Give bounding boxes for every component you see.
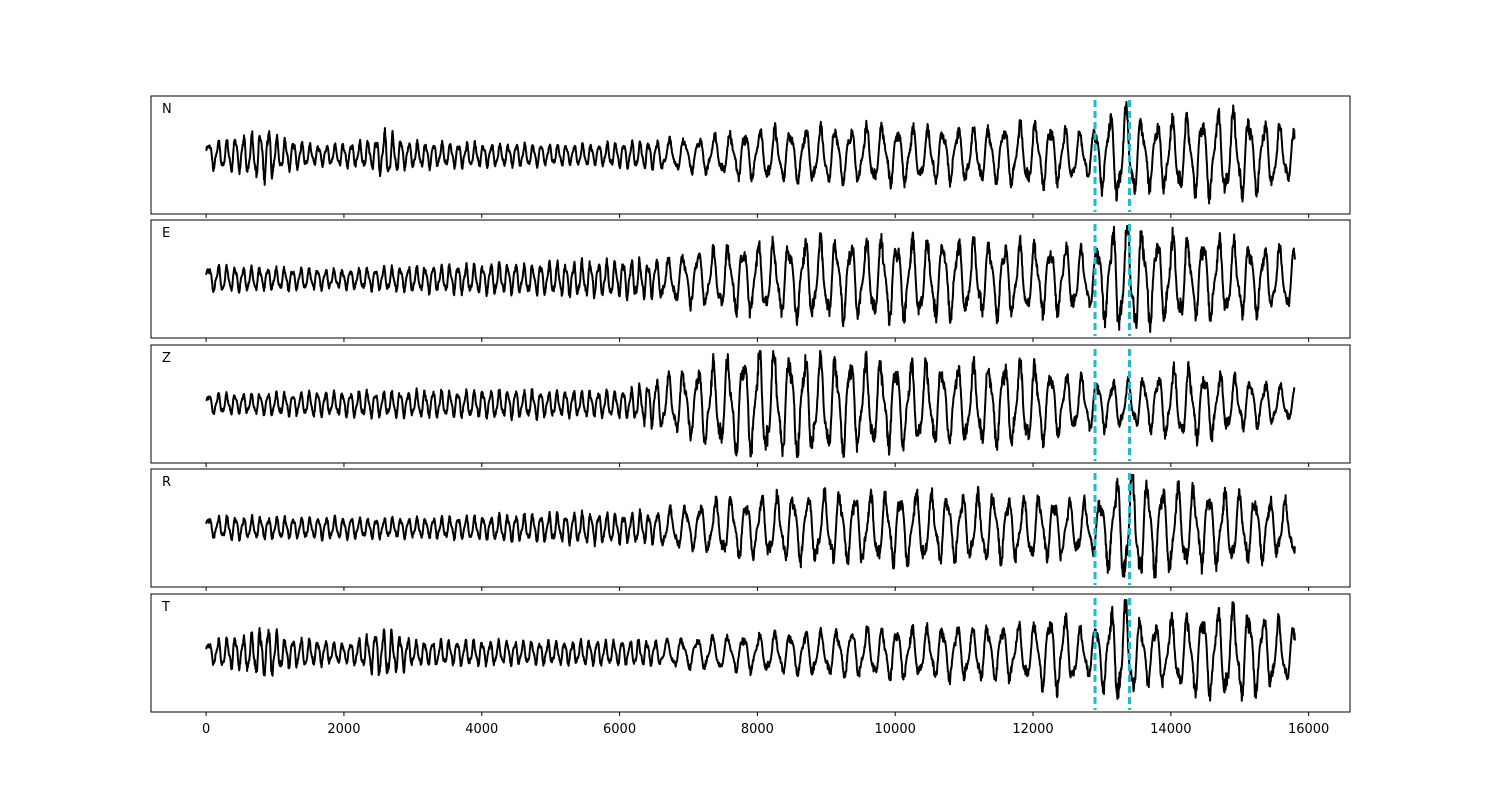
x-tick-label: 6000 <box>603 722 636 737</box>
x-axis: 0 2000 4000 6000 8000 10000 12000 14000 16000 <box>202 722 1329 737</box>
x-tick-label: 10000 <box>875 722 916 737</box>
trace-z <box>205 350 1296 458</box>
panel-label: E <box>162 226 170 241</box>
trace-n <box>205 101 1296 205</box>
x-tick-label: 16000 <box>1288 722 1329 737</box>
x-tick-label: 8000 <box>741 722 774 737</box>
panel-frame <box>150 219 1351 339</box>
panel-r: R <box>150 468 1351 591</box>
x-tick-label: 0 <box>202 722 210 737</box>
panels: N E Z R T <box>150 95 1351 716</box>
panel-frame <box>150 344 1351 464</box>
x-tick-label: 14000 <box>1150 722 1191 737</box>
panel-z: Z <box>150 344 1351 467</box>
panel-t: T <box>150 593 1351 716</box>
panel-e: E <box>150 219 1351 342</box>
panel-label: T <box>161 600 170 615</box>
panel-label: N <box>162 102 172 117</box>
x-tick-label: 4000 <box>465 722 498 737</box>
trace-r <box>205 474 1296 579</box>
panel-n: N <box>150 95 1351 218</box>
trace-t <box>205 599 1296 702</box>
panel-frame <box>150 593 1351 713</box>
trace-e <box>205 225 1296 333</box>
panel-frame <box>150 468 1351 588</box>
x-tick-label: 2000 <box>327 722 360 737</box>
panel-frame <box>150 95 1351 215</box>
panel-label: R <box>162 475 171 490</box>
panel-label: Z <box>162 351 171 366</box>
x-tick-label: 12000 <box>1012 722 1053 737</box>
